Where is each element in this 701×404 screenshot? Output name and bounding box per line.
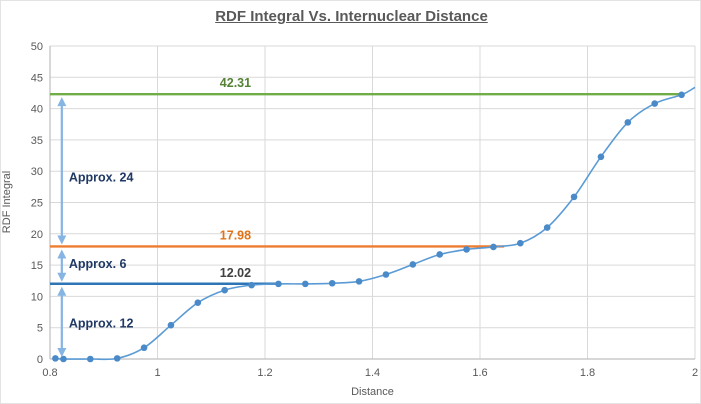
data-point-marker xyxy=(597,153,605,161)
data-point-marker xyxy=(52,355,59,362)
data-point-marker xyxy=(517,239,524,247)
annotation-label: Approx. 6 xyxy=(69,257,127,271)
y-tick-label: 50 xyxy=(31,41,43,53)
x-tick-label: 2 xyxy=(692,367,698,379)
reference-line-label: 12.02 xyxy=(220,266,251,280)
data-point-marker xyxy=(490,243,497,251)
x-tick-label: 1.6 xyxy=(472,367,487,379)
data-point-marker xyxy=(140,344,148,352)
data-point-marker xyxy=(194,299,202,306)
y-tick-label: 35 xyxy=(31,135,43,147)
data-point-marker xyxy=(275,280,282,288)
data-point-marker xyxy=(570,193,578,201)
data-point-marker xyxy=(678,91,685,99)
y-tick-label: 15 xyxy=(31,260,43,272)
y-tick-label: 10 xyxy=(31,291,43,303)
data-point-marker xyxy=(113,355,121,362)
x-tick-label: 0.8 xyxy=(42,367,57,379)
data-point-marker xyxy=(543,224,551,231)
chart-title: RDF Integral Vs. Internuclear Distance xyxy=(215,8,488,25)
annotation-label: Approx. 24 xyxy=(69,170,134,184)
data-point-marker xyxy=(436,251,443,258)
data-point-marker xyxy=(302,280,309,288)
reference-line-label: 17.98 xyxy=(220,228,251,242)
y-tick-label: 30 xyxy=(31,166,43,178)
data-point-marker xyxy=(463,246,470,253)
x-tick-label: 1.2 xyxy=(257,367,272,379)
data-point-marker xyxy=(87,355,94,363)
y-tick-label: 25 xyxy=(31,198,43,210)
y-tick-label: 5 xyxy=(37,323,43,335)
data-point-marker xyxy=(355,278,363,285)
data-point-marker xyxy=(248,281,255,289)
series-line xyxy=(55,86,696,361)
data-point-marker xyxy=(60,355,67,363)
arrow-down-head-icon xyxy=(57,348,67,357)
annotation-label: Approx. 12 xyxy=(69,316,134,330)
data-point-marker xyxy=(624,119,632,126)
x-tick-label: 1.4 xyxy=(365,367,380,379)
x-tick-label: 1.8 xyxy=(580,367,595,379)
data-point-marker xyxy=(382,271,390,278)
arrow-up-head-icon xyxy=(57,97,67,107)
arrow-up-head-icon xyxy=(57,249,67,259)
data-point-marker xyxy=(651,100,658,107)
y-tick-label: 45 xyxy=(31,72,43,84)
y-tick-label: 0 xyxy=(37,354,43,366)
data-point-marker xyxy=(328,279,336,287)
x-axis-title: Distance xyxy=(351,386,394,398)
y-tick-label: 40 xyxy=(31,104,43,116)
arrow-down-head-icon xyxy=(57,235,67,245)
data-point-marker xyxy=(167,321,175,329)
data-point-marker xyxy=(221,286,228,294)
reference-line-label: 42.31 xyxy=(220,76,251,90)
arrow-up-head-icon xyxy=(57,286,67,296)
x-tick-label: 1 xyxy=(154,367,160,379)
data-point-marker xyxy=(409,261,417,268)
arrow-down-head-icon xyxy=(57,272,67,282)
y-tick-label: 20 xyxy=(31,229,43,241)
